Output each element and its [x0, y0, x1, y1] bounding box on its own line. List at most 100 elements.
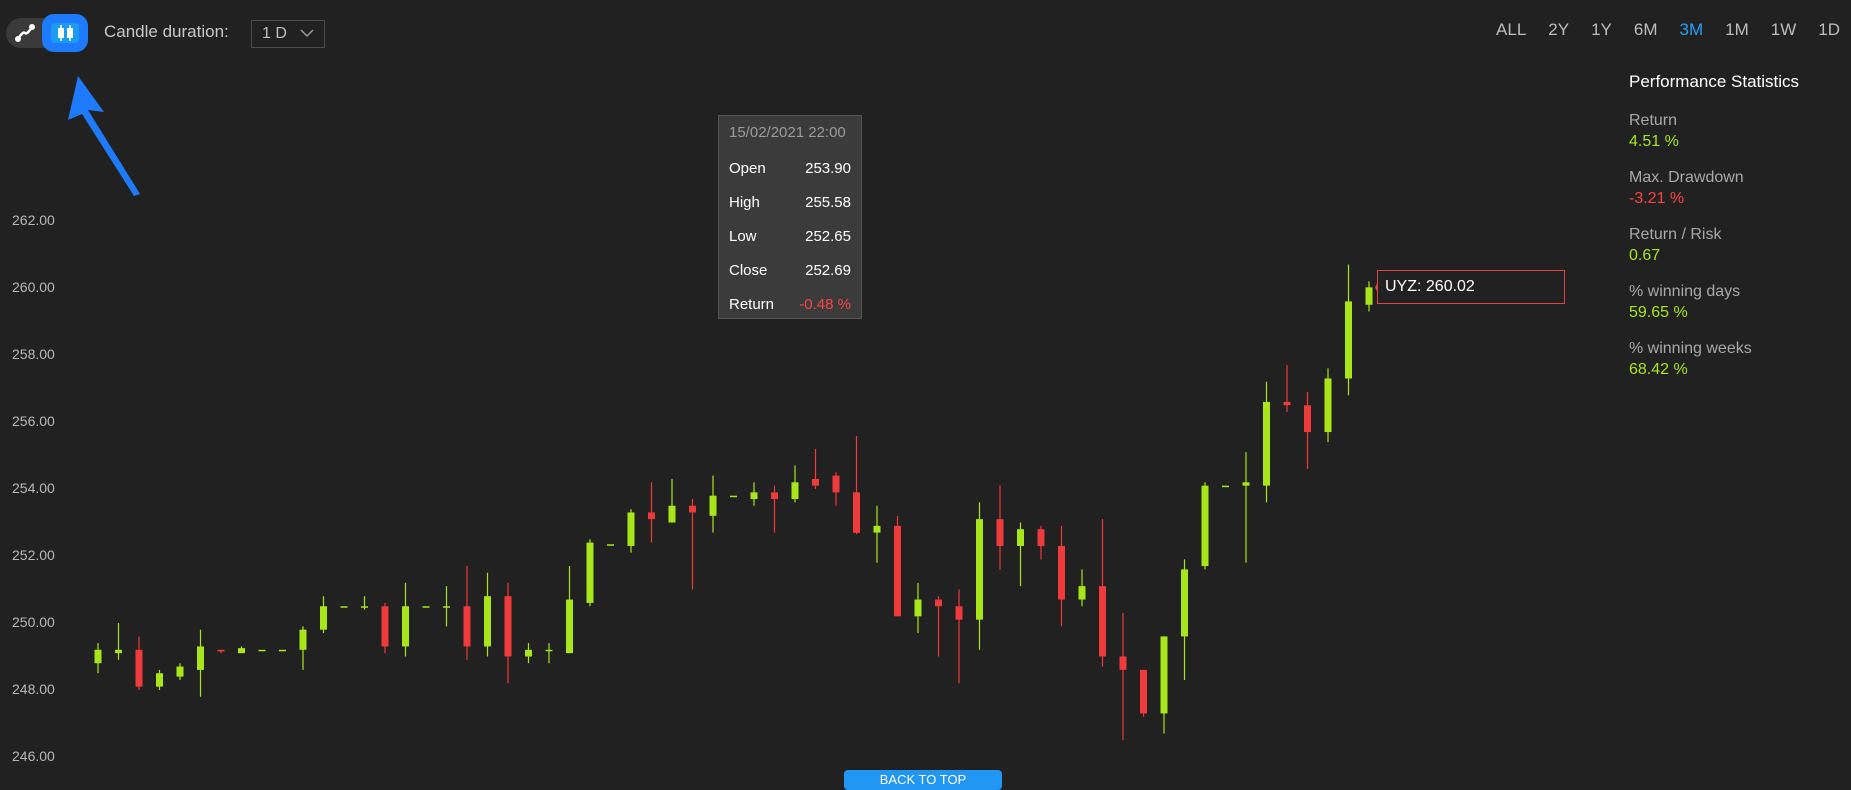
candle[interactable]	[238, 646, 245, 654]
stat-value: -3.21 %	[1629, 190, 1685, 207]
candle[interactable]	[1345, 264, 1352, 396]
candle[interactable]	[279, 649, 286, 652]
tooltip-row-label: Open	[729, 159, 766, 177]
candle[interactable]	[853, 436, 860, 535]
candle[interactable]	[1017, 522, 1024, 587]
candle[interactable]	[771, 485, 778, 533]
candle[interactable]	[402, 582, 409, 657]
candle[interactable]	[1263, 381, 1270, 503]
candle[interactable]	[525, 643, 532, 664]
candle[interactable]	[935, 596, 942, 657]
candle[interactable]	[1283, 365, 1291, 412]
candle[interactable]	[1119, 612, 1127, 741]
candle[interactable]	[156, 669, 163, 690]
candle-body	[771, 492, 778, 500]
range-1y[interactable]: 1Y	[1591, 20, 1612, 39]
stat-value: 59.65 %	[1629, 304, 1688, 321]
range-6m[interactable]: 6M	[1633, 20, 1658, 39]
candle-body	[1283, 401, 1291, 406]
candle[interactable]	[320, 596, 327, 634]
candle[interactable]	[709, 475, 717, 533]
candle[interactable]	[504, 582, 512, 684]
y-tick-label: 262.00	[12, 212, 55, 228]
candle[interactable]	[1099, 519, 1106, 667]
candle[interactable]	[422, 606, 430, 608]
candle[interactable]	[996, 485, 1004, 570]
back-to-top-button[interactable]: BACK TO TOP	[844, 770, 1002, 790]
candle[interactable]	[1160, 636, 1168, 734]
candle[interactable]	[545, 643, 553, 664]
candle-body	[484, 596, 491, 647]
candle[interactable]	[976, 502, 983, 650]
candle[interactable]	[115, 623, 122, 660]
candle[interactable]	[1058, 525, 1065, 627]
candle[interactable]	[176, 663, 184, 680]
range-2y[interactable]: 2Y	[1548, 20, 1570, 39]
candle[interactable]	[94, 643, 102, 674]
candle-duration-label: Candle duration:	[104, 22, 229, 41]
time-range-selector: ALL 2Y 1Y 6M 3M 1M 1W 1D	[1485, 20, 1851, 40]
candle-body	[1037, 529, 1045, 546]
candle[interactable]	[648, 482, 655, 543]
candle[interactable]	[1037, 525, 1045, 560]
candlestick-toggle-button[interactable]	[42, 14, 88, 52]
candle-body	[627, 512, 635, 546]
range-1w[interactable]: 1W	[1770, 20, 1797, 39]
stat-label: % winning weeks	[1629, 340, 1752, 357]
candle-duration-select[interactable]: 1 D	[251, 20, 325, 48]
candle[interactable]	[484, 572, 491, 657]
candle[interactable]	[1078, 569, 1086, 607]
candle[interactable]	[463, 566, 471, 660]
candle-body	[156, 673, 163, 687]
candle[interactable]	[566, 566, 573, 654]
candle[interactable]	[914, 582, 922, 634]
candle-body	[873, 525, 881, 533]
candle[interactable]	[832, 472, 840, 506]
candle[interactable]	[340, 606, 348, 608]
candle[interactable]	[197, 629, 204, 697]
chart-type-toggle[interactable]	[6, 14, 88, 52]
candle[interactable]	[1242, 452, 1250, 563]
candle[interactable]	[1365, 281, 1373, 312]
candle-body	[463, 606, 471, 647]
candle[interactable]	[955, 589, 963, 684]
candle[interactable]	[135, 636, 143, 690]
range-1d[interactable]: 1D	[1818, 20, 1840, 39]
candle[interactable]	[607, 544, 614, 546]
stat-label: % winning days	[1629, 283, 1741, 300]
candle[interactable]	[1181, 559, 1188, 680]
candle[interactable]	[443, 586, 450, 627]
candle[interactable]	[894, 515, 901, 617]
range-3m[interactable]: 3M	[1679, 20, 1704, 39]
chevron-down-icon	[300, 29, 314, 38]
line-chart-icon[interactable]	[14, 23, 36, 43]
y-tick-label: 250.00	[12, 614, 55, 630]
candle[interactable]	[627, 509, 635, 553]
candle[interactable]	[873, 505, 881, 563]
candle[interactable]	[730, 495, 737, 498]
candle[interactable]	[217, 649, 225, 654]
candle[interactable]	[1304, 391, 1311, 469]
candle[interactable]	[1140, 669, 1147, 717]
candle[interactable]	[750, 482, 758, 506]
candle[interactable]	[1324, 368, 1332, 443]
candle[interactable]	[1222, 485, 1229, 488]
candle[interactable]	[299, 626, 307, 670]
candle-body	[1160, 636, 1168, 714]
candle-body	[894, 525, 901, 617]
range-1m[interactable]: 1M	[1725, 20, 1749, 39]
tooltip-row-label: Return	[729, 295, 775, 313]
candle[interactable]	[812, 448, 819, 489]
candle[interactable]	[381, 602, 389, 654]
candle[interactable]	[689, 499, 696, 590]
candle-body	[586, 542, 594, 603]
candle[interactable]	[1201, 482, 1209, 570]
candle[interactable]	[586, 539, 594, 607]
candle[interactable]	[361, 596, 368, 610]
candle[interactable]	[258, 649, 266, 652]
y-tick-label: 254.00	[12, 480, 55, 496]
range-all[interactable]: ALL	[1496, 20, 1527, 39]
candle[interactable]	[791, 465, 799, 503]
candle[interactable]	[668, 478, 676, 523]
